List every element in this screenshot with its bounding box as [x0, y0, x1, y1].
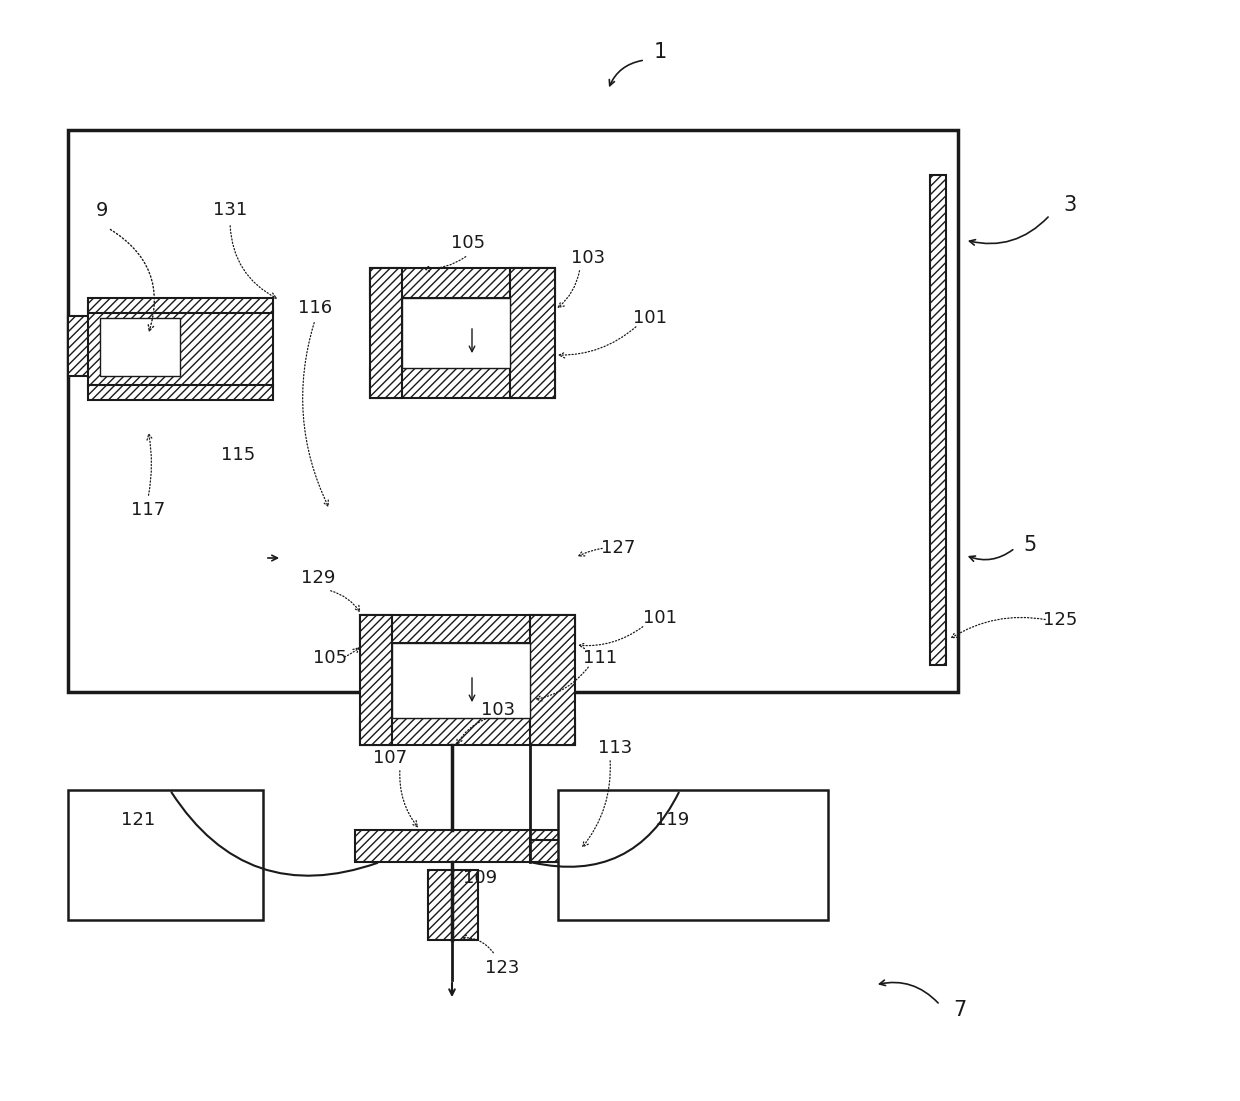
Bar: [68, 316, 93, 377]
Bar: [930, 175, 946, 665]
Text: 109: 109: [463, 869, 497, 887]
Text: 7: 7: [954, 1000, 967, 1020]
Bar: [529, 840, 610, 862]
Bar: [68, 791, 263, 920]
Text: 103: 103: [481, 701, 515, 719]
Text: 5: 5: [1023, 535, 1037, 555]
Bar: [360, 615, 575, 643]
Bar: [370, 268, 556, 298]
Text: 127: 127: [601, 539, 635, 557]
Text: 111: 111: [583, 648, 618, 667]
Text: 119: 119: [655, 811, 689, 829]
Text: 123: 123: [485, 959, 520, 977]
Bar: [100, 318, 180, 377]
Text: 101: 101: [644, 609, 677, 626]
Bar: [360, 718, 575, 745]
Text: 3: 3: [1064, 195, 1076, 215]
Text: 117: 117: [131, 501, 165, 519]
Bar: [370, 268, 402, 397]
Bar: [529, 615, 575, 745]
Text: 125: 125: [1043, 611, 1078, 629]
Bar: [392, 643, 529, 718]
Bar: [360, 615, 392, 745]
Bar: [88, 308, 273, 388]
Text: 131: 131: [213, 201, 247, 219]
Text: 113: 113: [598, 739, 632, 757]
Text: 129: 129: [301, 569, 335, 587]
Bar: [88, 298, 273, 313]
Text: 115: 115: [221, 446, 255, 464]
Bar: [510, 268, 556, 397]
Text: 107: 107: [373, 749, 407, 767]
Bar: [558, 791, 828, 920]
Text: 1: 1: [653, 42, 667, 62]
Bar: [402, 298, 510, 368]
Bar: [370, 368, 556, 397]
Text: 103: 103: [570, 249, 605, 268]
Bar: [68, 130, 959, 693]
Text: 101: 101: [632, 309, 667, 327]
Bar: [88, 385, 273, 400]
Text: 9: 9: [95, 200, 108, 219]
Bar: [355, 830, 575, 862]
Bar: [428, 870, 477, 940]
Text: 105: 105: [451, 235, 485, 252]
Text: 121: 121: [120, 811, 155, 829]
Text: 105: 105: [312, 648, 347, 667]
Text: 116: 116: [298, 299, 332, 317]
